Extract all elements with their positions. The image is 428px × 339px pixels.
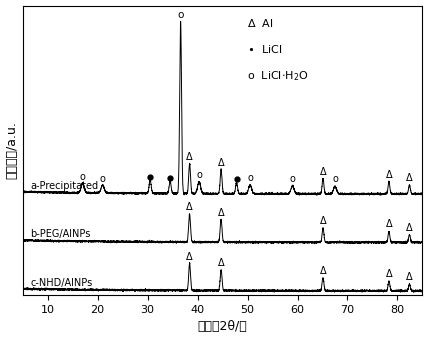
Text: $\Delta$: $\Delta$	[405, 171, 414, 183]
Text: $\Delta$: $\Delta$	[185, 150, 194, 162]
Y-axis label: 衍射强度/a.u.: 衍射强度/a.u.	[6, 121, 18, 179]
Text: o: o	[100, 174, 106, 184]
Text: $\Delta$: $\Delta$	[385, 218, 393, 230]
Text: $\Delta$: $\Delta$	[217, 156, 226, 167]
Text: c-NHD/AlNPs: c-NHD/AlNPs	[30, 278, 92, 287]
Text: $\Delta$: $\Delta$	[385, 267, 393, 279]
Text: o: o	[80, 172, 86, 182]
Text: $\Delta$  Al: $\Delta$ Al	[247, 17, 273, 29]
Text: $\Delta$: $\Delta$	[185, 250, 194, 262]
Text: o: o	[290, 174, 295, 184]
Text: o  LiCl$\cdot$H$_2$O: o LiCl$\cdot$H$_2$O	[247, 69, 308, 83]
Text: $\Delta$: $\Delta$	[405, 270, 414, 282]
Text: o: o	[247, 173, 253, 183]
Text: $\Delta$: $\Delta$	[385, 168, 393, 180]
Text: o: o	[178, 9, 184, 20]
Text: $\Delta$: $\Delta$	[217, 206, 226, 218]
Text: $\Delta$: $\Delta$	[185, 200, 194, 212]
X-axis label: 衍射角2θ/度: 衍射角2θ/度	[198, 320, 247, 334]
Text: o: o	[332, 174, 338, 184]
Text: $\Delta$: $\Delta$	[405, 221, 414, 233]
Text: o: o	[196, 170, 202, 180]
Text: $\Delta$: $\Delta$	[217, 256, 226, 268]
Text: $\bullet$  LiCl: $\bullet$ LiCl	[247, 43, 282, 55]
Text: $\Delta$: $\Delta$	[319, 165, 327, 177]
Text: b-PEG/AlNPs: b-PEG/AlNPs	[30, 229, 91, 239]
Text: $\Delta$: $\Delta$	[319, 264, 327, 276]
Text: a-Precipitated: a-Precipitated	[30, 181, 98, 191]
Text: $\Delta$: $\Delta$	[319, 214, 327, 226]
